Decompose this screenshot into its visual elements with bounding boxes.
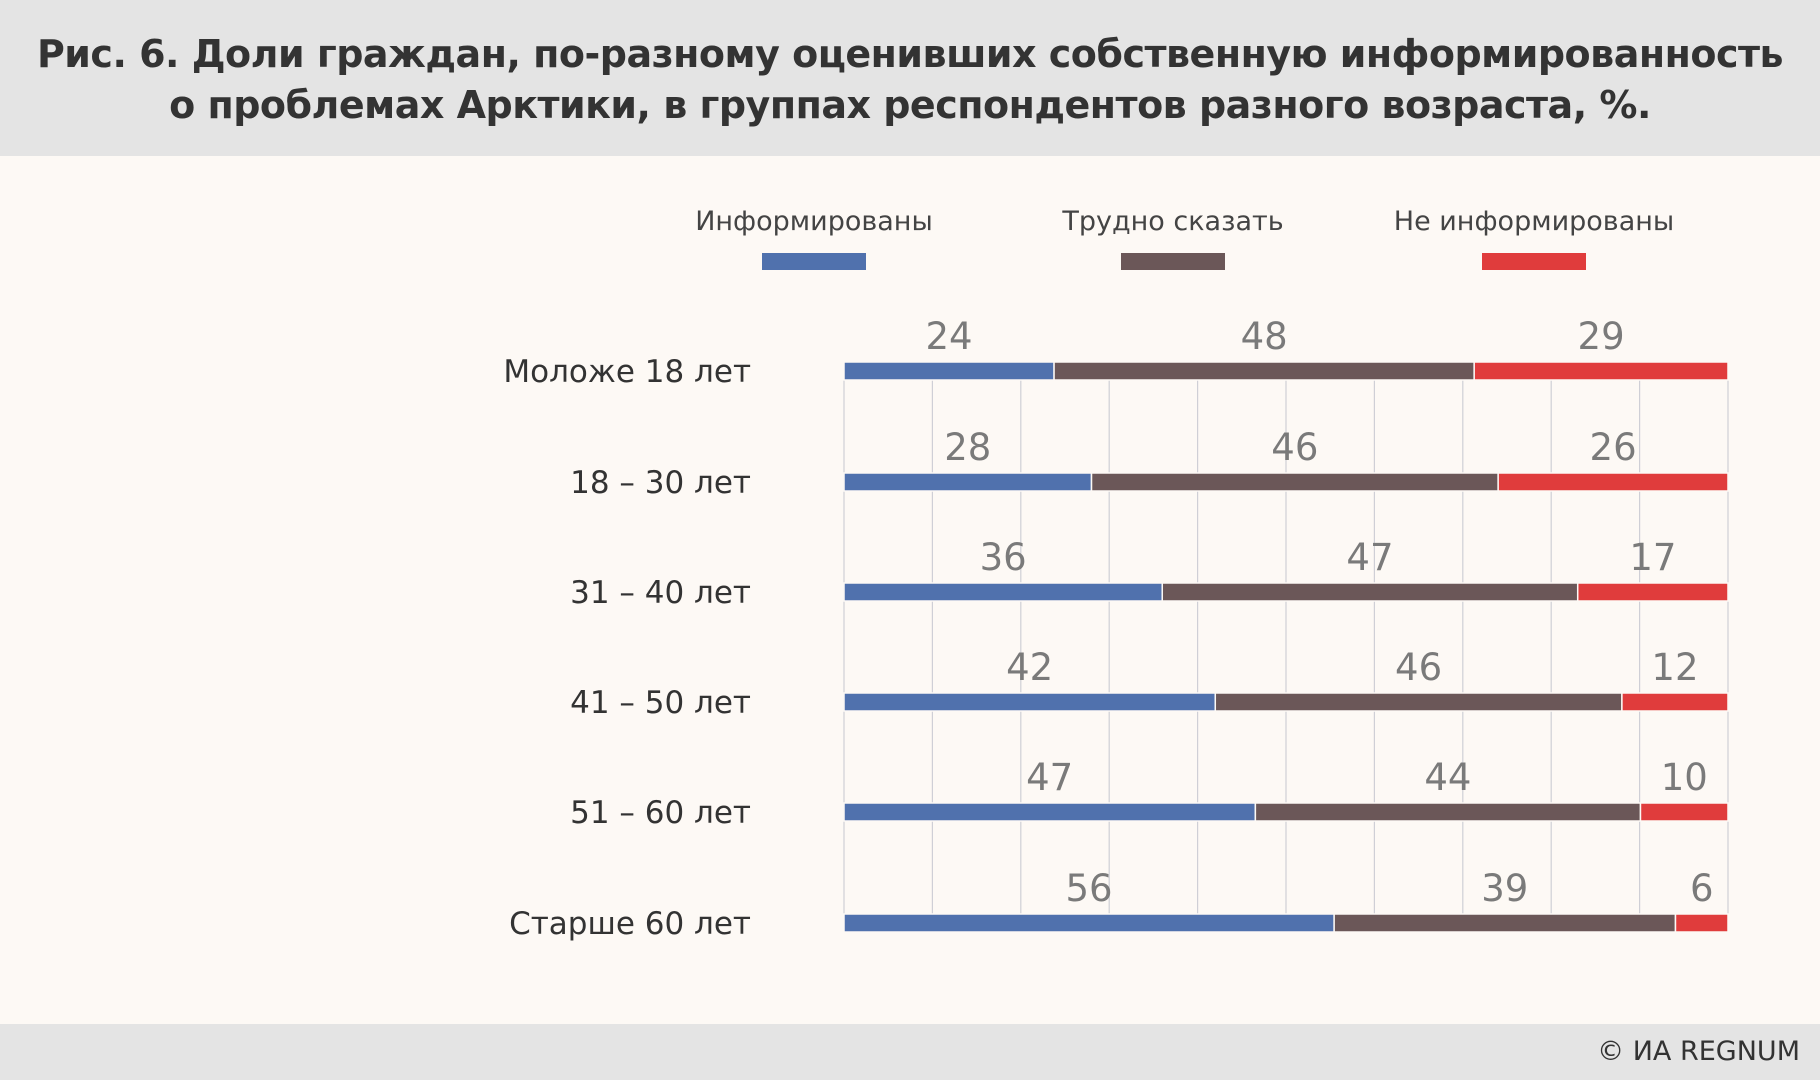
value-label: 39 [1481, 867, 1528, 910]
legend-swatch [1121, 253, 1225, 270]
value-label: 36 [980, 536, 1027, 579]
legend-label: Не информированы [1393, 206, 1675, 237]
bar-segment [843, 692, 1217, 712]
legend-item: Информированы [664, 206, 964, 270]
bar-segment [1214, 692, 1623, 712]
bar-segment [843, 361, 1055, 381]
bar-segment [1497, 472, 1729, 492]
value-label: 44 [1424, 756, 1471, 799]
category-label: 41 – 50 лет [570, 685, 751, 721]
copyright: © ИА REGNUM [1597, 1036, 1800, 1067]
bar-segment [1333, 913, 1677, 933]
bar-segment [843, 913, 1335, 933]
bar-segment [1621, 692, 1729, 712]
bar-segment [1639, 802, 1729, 822]
value-label: 29 [1578, 315, 1625, 358]
chart-title-line2: о проблемах Арктики, в группах респонден… [169, 83, 1651, 127]
value-label: 48 [1241, 315, 1288, 358]
category-label: 31 – 40 лет [570, 575, 751, 611]
value-label: 26 [1590, 426, 1637, 469]
value-label: 47 [1346, 536, 1393, 579]
value-label: 12 [1651, 646, 1698, 689]
bar-segment [1254, 802, 1642, 822]
bar-segment [843, 582, 1163, 602]
value-label: 46 [1271, 426, 1318, 469]
bar-segment [843, 802, 1257, 822]
legend-swatch [762, 253, 866, 270]
legend-label: Информированы [695, 206, 933, 237]
value-label: 47 [1026, 756, 1073, 799]
bar-segment [843, 472, 1093, 492]
bar-segment [1161, 582, 1579, 602]
value-label: 17 [1629, 536, 1676, 579]
legend-item: Трудно сказать [1023, 206, 1323, 270]
value-label: 42 [1006, 646, 1053, 689]
value-label: 56 [1066, 867, 1113, 910]
bar-segment [1090, 472, 1499, 492]
value-label: 6 [1690, 867, 1714, 910]
value-label: 24 [925, 315, 972, 358]
category-label: Старше 60 лет [509, 906, 751, 942]
category-label: 51 – 60 лет [570, 795, 751, 831]
value-label: 46 [1395, 646, 1442, 689]
header: Рис. 6. Доли граждан, по-разному оценивш… [0, 0, 1820, 156]
bar-segment [1576, 582, 1729, 602]
category-label: 18 – 30 лет [570, 465, 751, 501]
chart-title-line1: Рис. 6. Доли граждан, по-разному оценивш… [36, 32, 1784, 76]
footer: © ИА REGNUM [0, 1024, 1820, 1080]
bar-segment [1674, 913, 1729, 933]
bar-segment [1053, 361, 1475, 381]
bar-segment [1473, 361, 1729, 381]
value-label: 10 [1661, 756, 1708, 799]
legend-label: Трудно сказать [1062, 206, 1284, 237]
category-label: Моложе 18 лет [503, 354, 751, 390]
legend-item: Не информированы [1384, 206, 1684, 270]
legend-swatch [1482, 253, 1586, 270]
value-label: 28 [944, 426, 991, 469]
